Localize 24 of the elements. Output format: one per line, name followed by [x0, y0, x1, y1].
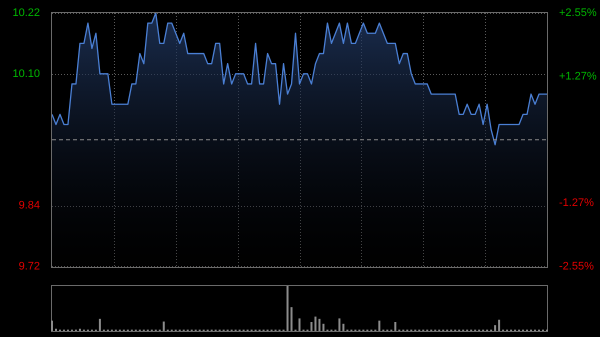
- bar: [394, 322, 396, 331]
- y-tick-label: 10.22: [12, 7, 40, 20]
- bar: [338, 318, 340, 331]
- y-tick-label: 9.84: [18, 200, 40, 212]
- y2-tick-label: -1.27%: [559, 196, 594, 209]
- bar: [494, 325, 496, 331]
- bar: [286, 286, 289, 331]
- bar: [342, 324, 344, 331]
- bar: [498, 320, 500, 331]
- bar: [98, 318, 101, 331]
- y-tick-label: 9.72: [18, 260, 40, 272]
- bar: [378, 320, 380, 331]
- bar: [290, 307, 293, 331]
- bar: [310, 322, 312, 331]
- bar: [322, 324, 324, 331]
- y2-tick-label: +2.55%: [559, 7, 597, 20]
- y-tick-label: 10.10: [12, 68, 40, 80]
- bar: [51, 320, 53, 331]
- y2-tick-label: -2.55%: [559, 260, 594, 272]
- y2-tick-label: +1.27%: [559, 70, 597, 83]
- bar: [162, 322, 165, 331]
- bar: [318, 318, 320, 331]
- bar: [298, 318, 300, 331]
- bar: [314, 316, 316, 331]
